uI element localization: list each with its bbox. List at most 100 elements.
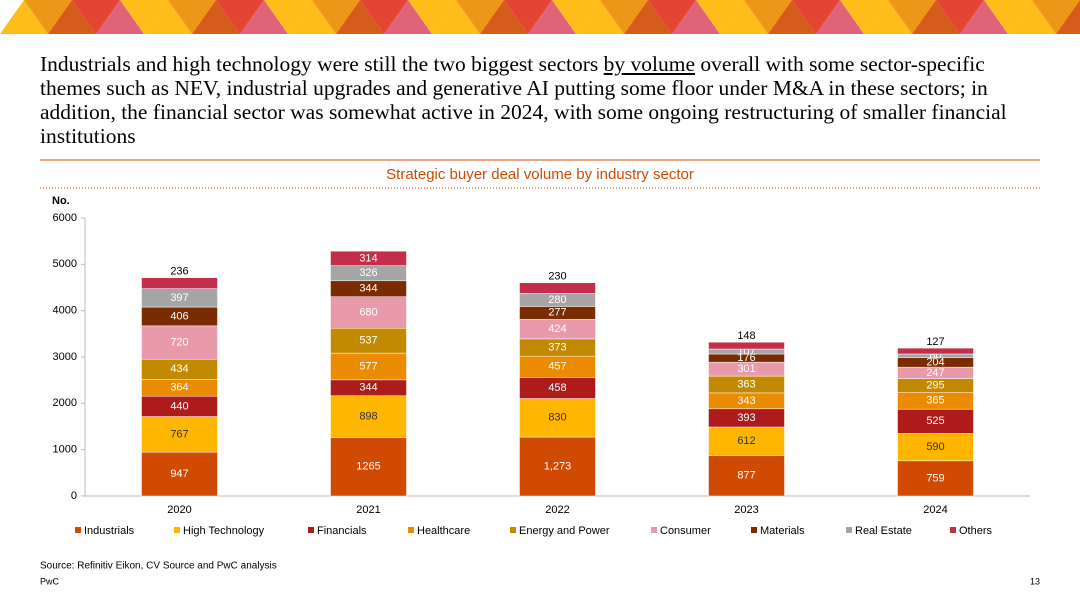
data-label: 1,273 [544,460,572,472]
pattern-triangle [48,0,96,34]
legend-swatch [308,527,314,533]
data-label: 525 [926,415,944,427]
legend-swatch [75,527,81,533]
data-label: 204 [926,356,944,368]
data-label: 680 [359,306,377,318]
legend-swatch [950,527,956,533]
legend-swatch [174,527,180,533]
legend-label: Others [959,525,993,537]
bar-segment [519,398,596,438]
pattern-triangle [816,0,864,34]
x-tick-label: 2021 [356,504,380,516]
bar-segment [330,437,407,497]
pattern-triangle [672,0,720,34]
legend-swatch [510,527,516,533]
pattern-triangle [96,0,144,34]
legend-swatch [846,527,852,533]
data-label: 363 [737,378,755,390]
pattern-triangle [504,0,552,34]
pattern-triangle [696,0,744,34]
pattern-triangle [1056,0,1080,34]
pattern-triangle [120,0,168,34]
headline-underlined: by volume [603,52,696,76]
pattern-triangle [360,0,408,34]
data-label: 176 [737,352,755,364]
data-label: 877 [737,470,755,482]
data-label: 343 [737,395,755,407]
pattern-triangle [984,0,1032,34]
header-pattern [0,0,1080,34]
bar-segment [141,277,218,289]
bar-segment [708,455,785,497]
y-tick-label: 2000 [53,397,77,409]
bar-segment [330,296,407,329]
legend-label: Real Estate [855,525,912,537]
bar-segment [330,352,407,381]
pattern-triangle [864,0,912,34]
data-label: 230 [548,271,566,283]
pattern-triangle [720,0,768,34]
data-label: 440 [170,400,188,412]
data-label: 247 [926,367,944,379]
data-label: 590 [926,441,944,453]
pattern-triangle [240,0,288,34]
pattern-triangle [456,0,504,34]
legend-swatch [751,527,757,533]
data-label: 577 [359,360,377,372]
legend-label: High Technology [183,525,265,537]
y-tick-label: 4000 [53,305,77,317]
chart-title: Strategic buyer deal volume by industry … [386,166,694,183]
bar-segment [141,416,218,453]
data-label: 365 [926,395,944,407]
bar-segment [330,250,407,266]
pattern-triangle [552,0,600,34]
pattern-triangle [384,0,432,34]
data-label: 457 [548,361,566,373]
x-tick-label: 2020 [167,504,191,516]
data-label: 344 [359,283,377,295]
y-tick-label: 1000 [53,444,77,456]
y-tick-label: 3000 [53,351,77,363]
legend-swatch [651,527,657,533]
bar-segment [519,282,596,294]
pattern-triangle [432,0,480,34]
data-label: 364 [170,382,188,394]
source: Source: Refinitiv Eikon, CV Source and P… [40,561,277,572]
legend-label: Consumer [660,525,711,537]
pattern-triangle [288,0,336,34]
pattern-triangle [624,0,672,34]
y-tick-label: 0 [71,490,77,502]
pattern-triangle [576,0,624,34]
bar-segment [708,341,785,350]
x-tick-label: 2023 [734,504,758,516]
pattern-triangle [888,0,936,34]
bar-segment [897,347,974,355]
pattern-triangle [72,0,120,34]
legend-label: Industrials [84,525,135,537]
pattern-triangle [480,0,528,34]
data-label: 280 [548,294,566,306]
data-label: 397 [170,292,188,304]
pattern-triangle [1032,0,1080,34]
data-label: 767 [170,428,188,440]
data-label: 759 [926,472,944,484]
legend-label: Financials [317,525,367,537]
data-label: 898 [359,410,377,422]
data-label: 314 [359,252,377,264]
pattern-triangle [936,0,984,34]
bar-segment [708,426,785,456]
pattern-triangle [24,0,72,34]
data-label: 537 [359,335,377,347]
pattern-triangle [408,0,456,34]
data-label: 830 [548,412,566,424]
data-label: 295 [926,379,944,391]
pattern-triangle [144,0,192,34]
bar-segment [519,436,596,497]
y-tick-label: 5000 [53,258,77,270]
data-label: 612 [737,435,755,447]
bar-segment [897,460,974,497]
bar-segment [897,408,974,434]
headline-text: Industrials and high technology were sti… [40,52,604,76]
